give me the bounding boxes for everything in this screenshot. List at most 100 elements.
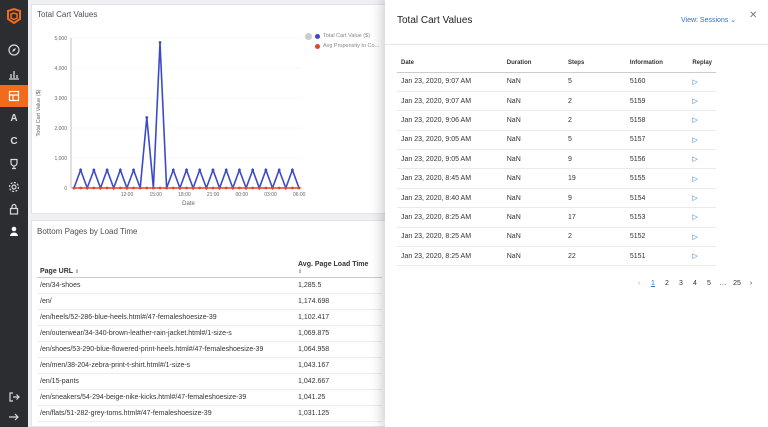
view-selector[interactable]: View: Sessions ⌄ (681, 16, 736, 24)
play-icon[interactable]: ▷ (692, 195, 698, 203)
table-row[interactable]: Jan 23, 2020, 8:45 AM NaN 19 5155 ▷ (397, 168, 716, 189)
table-row[interactable]: /en/outerwear/34-340-brown-leather-rain-… (37, 325, 382, 342)
data-point[interactable] (158, 41, 162, 44)
compass-icon[interactable] (0, 39, 28, 61)
data-point[interactable] (251, 186, 255, 190)
table-row[interactable]: /en/men/38-204-zebra-print-t-shirt.html#… (37, 357, 382, 374)
legend-chevron-icon[interactable] (305, 33, 312, 40)
user-icon[interactable] (0, 220, 28, 242)
play-icon[interactable]: ▷ (692, 253, 698, 261)
page-link[interactable]: 1 (651, 280, 655, 287)
data-point[interactable] (99, 186, 102, 190)
data-point[interactable] (105, 186, 109, 190)
data-point[interactable] (92, 186, 96, 190)
data-point[interactable] (224, 186, 228, 190)
legend-item[interactable]: Total Cart Value ($) (315, 33, 379, 39)
data-point[interactable] (218, 186, 221, 190)
data-point[interactable] (105, 168, 109, 172)
table-row[interactable]: /en/shoes/53-290-blue-flowered-print-hee… (37, 341, 382, 358)
data-point[interactable] (251, 168, 255, 172)
next-page-icon[interactable]: › (749, 280, 753, 287)
data-point[interactable] (125, 186, 129, 190)
ambient-logo[interactable] (5, 7, 23, 25)
data-point[interactable] (204, 186, 208, 190)
legend-item[interactable]: Avg Propensity to Co... (315, 43, 379, 49)
data-point[interactable] (112, 186, 116, 190)
data-point[interactable] (297, 186, 301, 190)
data-point[interactable] (178, 186, 182, 190)
play-icon[interactable]: ▷ (692, 175, 698, 183)
column-header-information[interactable]: Information (625, 54, 689, 73)
data-point[interactable] (264, 186, 268, 190)
play-icon[interactable]: ▷ (692, 233, 698, 241)
column-header-duration[interactable]: Duration (502, 54, 564, 73)
logout-icon[interactable] (0, 386, 28, 408)
data-point[interactable] (211, 186, 215, 190)
table-row[interactable]: Jan 23, 2020, 9:05 AM NaN 5 5157 ▷ (397, 130, 716, 151)
column-header-page-url[interactable]: Page URL ⇕ (37, 253, 295, 278)
settings-icon[interactable] (0, 176, 28, 198)
play-icon[interactable]: ▷ (692, 98, 698, 106)
data-point[interactable] (79, 168, 83, 172)
data-point[interactable] (132, 186, 135, 190)
column-header-load-time[interactable]: Avg. Page Load Time ⇕ (295, 253, 382, 278)
letter-a-icon[interactable]: A (10, 112, 18, 124)
dashboard-icon[interactable] (0, 85, 28, 107)
trophy-icon[interactable] (0, 153, 28, 175)
data-point[interactable] (277, 168, 281, 172)
table-row[interactable]: Jan 23, 2020, 9:07 AM NaN 5 5160 ▷ (397, 72, 716, 92)
data-point[interactable] (152, 186, 155, 190)
data-point[interactable] (72, 186, 76, 190)
prev-page-icon[interactable]: ‹ (637, 280, 641, 287)
play-icon[interactable]: ▷ (692, 117, 698, 125)
data-point[interactable] (238, 168, 241, 172)
page-link[interactable]: 5 (707, 280, 711, 287)
data-point[interactable] (118, 186, 122, 190)
table-row[interactable]: /en/flats/51-282-grey-toms.html#/47-fema… (37, 405, 382, 422)
data-point[interactable] (271, 186, 274, 190)
data-point[interactable] (85, 186, 89, 190)
data-point[interactable] (191, 186, 195, 190)
page-link[interactable]: 3 (679, 280, 683, 287)
table-row[interactable]: /en/heels/52-286-blue-heels.html#/47-fem… (37, 309, 382, 326)
table-row[interactable]: Jan 23, 2020, 8:25 AM NaN 2 5152 ▷ (397, 227, 716, 248)
data-point[interactable] (264, 168, 268, 172)
table-row[interactable]: /en/15-pants 1,042.667 (37, 373, 382, 390)
table-row[interactable]: Jan 23, 2020, 9:07 AM NaN 2 5159 ▷ (397, 91, 716, 112)
data-point[interactable] (244, 186, 248, 190)
table-row[interactable]: /en/34-shoes 1,285.5 (37, 277, 382, 294)
data-point[interactable] (185, 186, 188, 190)
bar-chart-icon[interactable] (0, 63, 28, 85)
data-point[interactable] (118, 168, 122, 172)
play-icon[interactable]: ▷ (692, 214, 698, 222)
table-row[interactable]: /en/1,174.698 (37, 293, 382, 310)
table-row[interactable]: Jan 23, 2020, 8:40 AM NaN 9 5154 ▷ (397, 188, 716, 209)
data-point[interactable] (231, 186, 235, 190)
table-row[interactable]: Jan 23, 2020, 8:25 AM NaN 22 5151 ▷ (397, 246, 716, 267)
data-point[interactable] (257, 186, 261, 190)
play-icon[interactable]: ▷ (692, 156, 698, 164)
data-point[interactable] (165, 186, 169, 190)
table-row[interactable]: Jan 23, 2020, 9:05 AM NaN 9 5156 ▷ (397, 149, 716, 170)
column-header-steps[interactable]: Steps (563, 54, 626, 73)
data-point[interactable] (79, 186, 83, 190)
sort-icon[interactable]: ⇕ (298, 268, 303, 275)
close-icon[interactable]: ✕ (749, 10, 758, 21)
sort-icon[interactable]: ⇕ (74, 268, 80, 275)
data-point[interactable] (290, 186, 294, 190)
data-point[interactable] (145, 116, 149, 119)
data-point[interactable] (224, 168, 228, 172)
table-row[interactable]: Jan 23, 2020, 9:06 AM NaN 2 5158 ▷ (397, 110, 716, 131)
data-point[interactable] (211, 168, 215, 172)
data-point[interactable] (138, 186, 142, 190)
play-icon[interactable]: ▷ (692, 136, 698, 144)
data-point[interactable] (185, 168, 188, 172)
play-icon[interactable]: ▷ (692, 78, 698, 86)
lock-icon[interactable] (0, 198, 28, 220)
page-link[interactable]: 25 (733, 280, 741, 287)
letter-c-icon[interactable]: C (10, 135, 18, 147)
data-point[interactable] (92, 168, 96, 172)
arrow-right-icon[interactable] (0, 406, 28, 427)
data-point[interactable] (290, 168, 294, 172)
data-point[interactable] (277, 186, 281, 190)
